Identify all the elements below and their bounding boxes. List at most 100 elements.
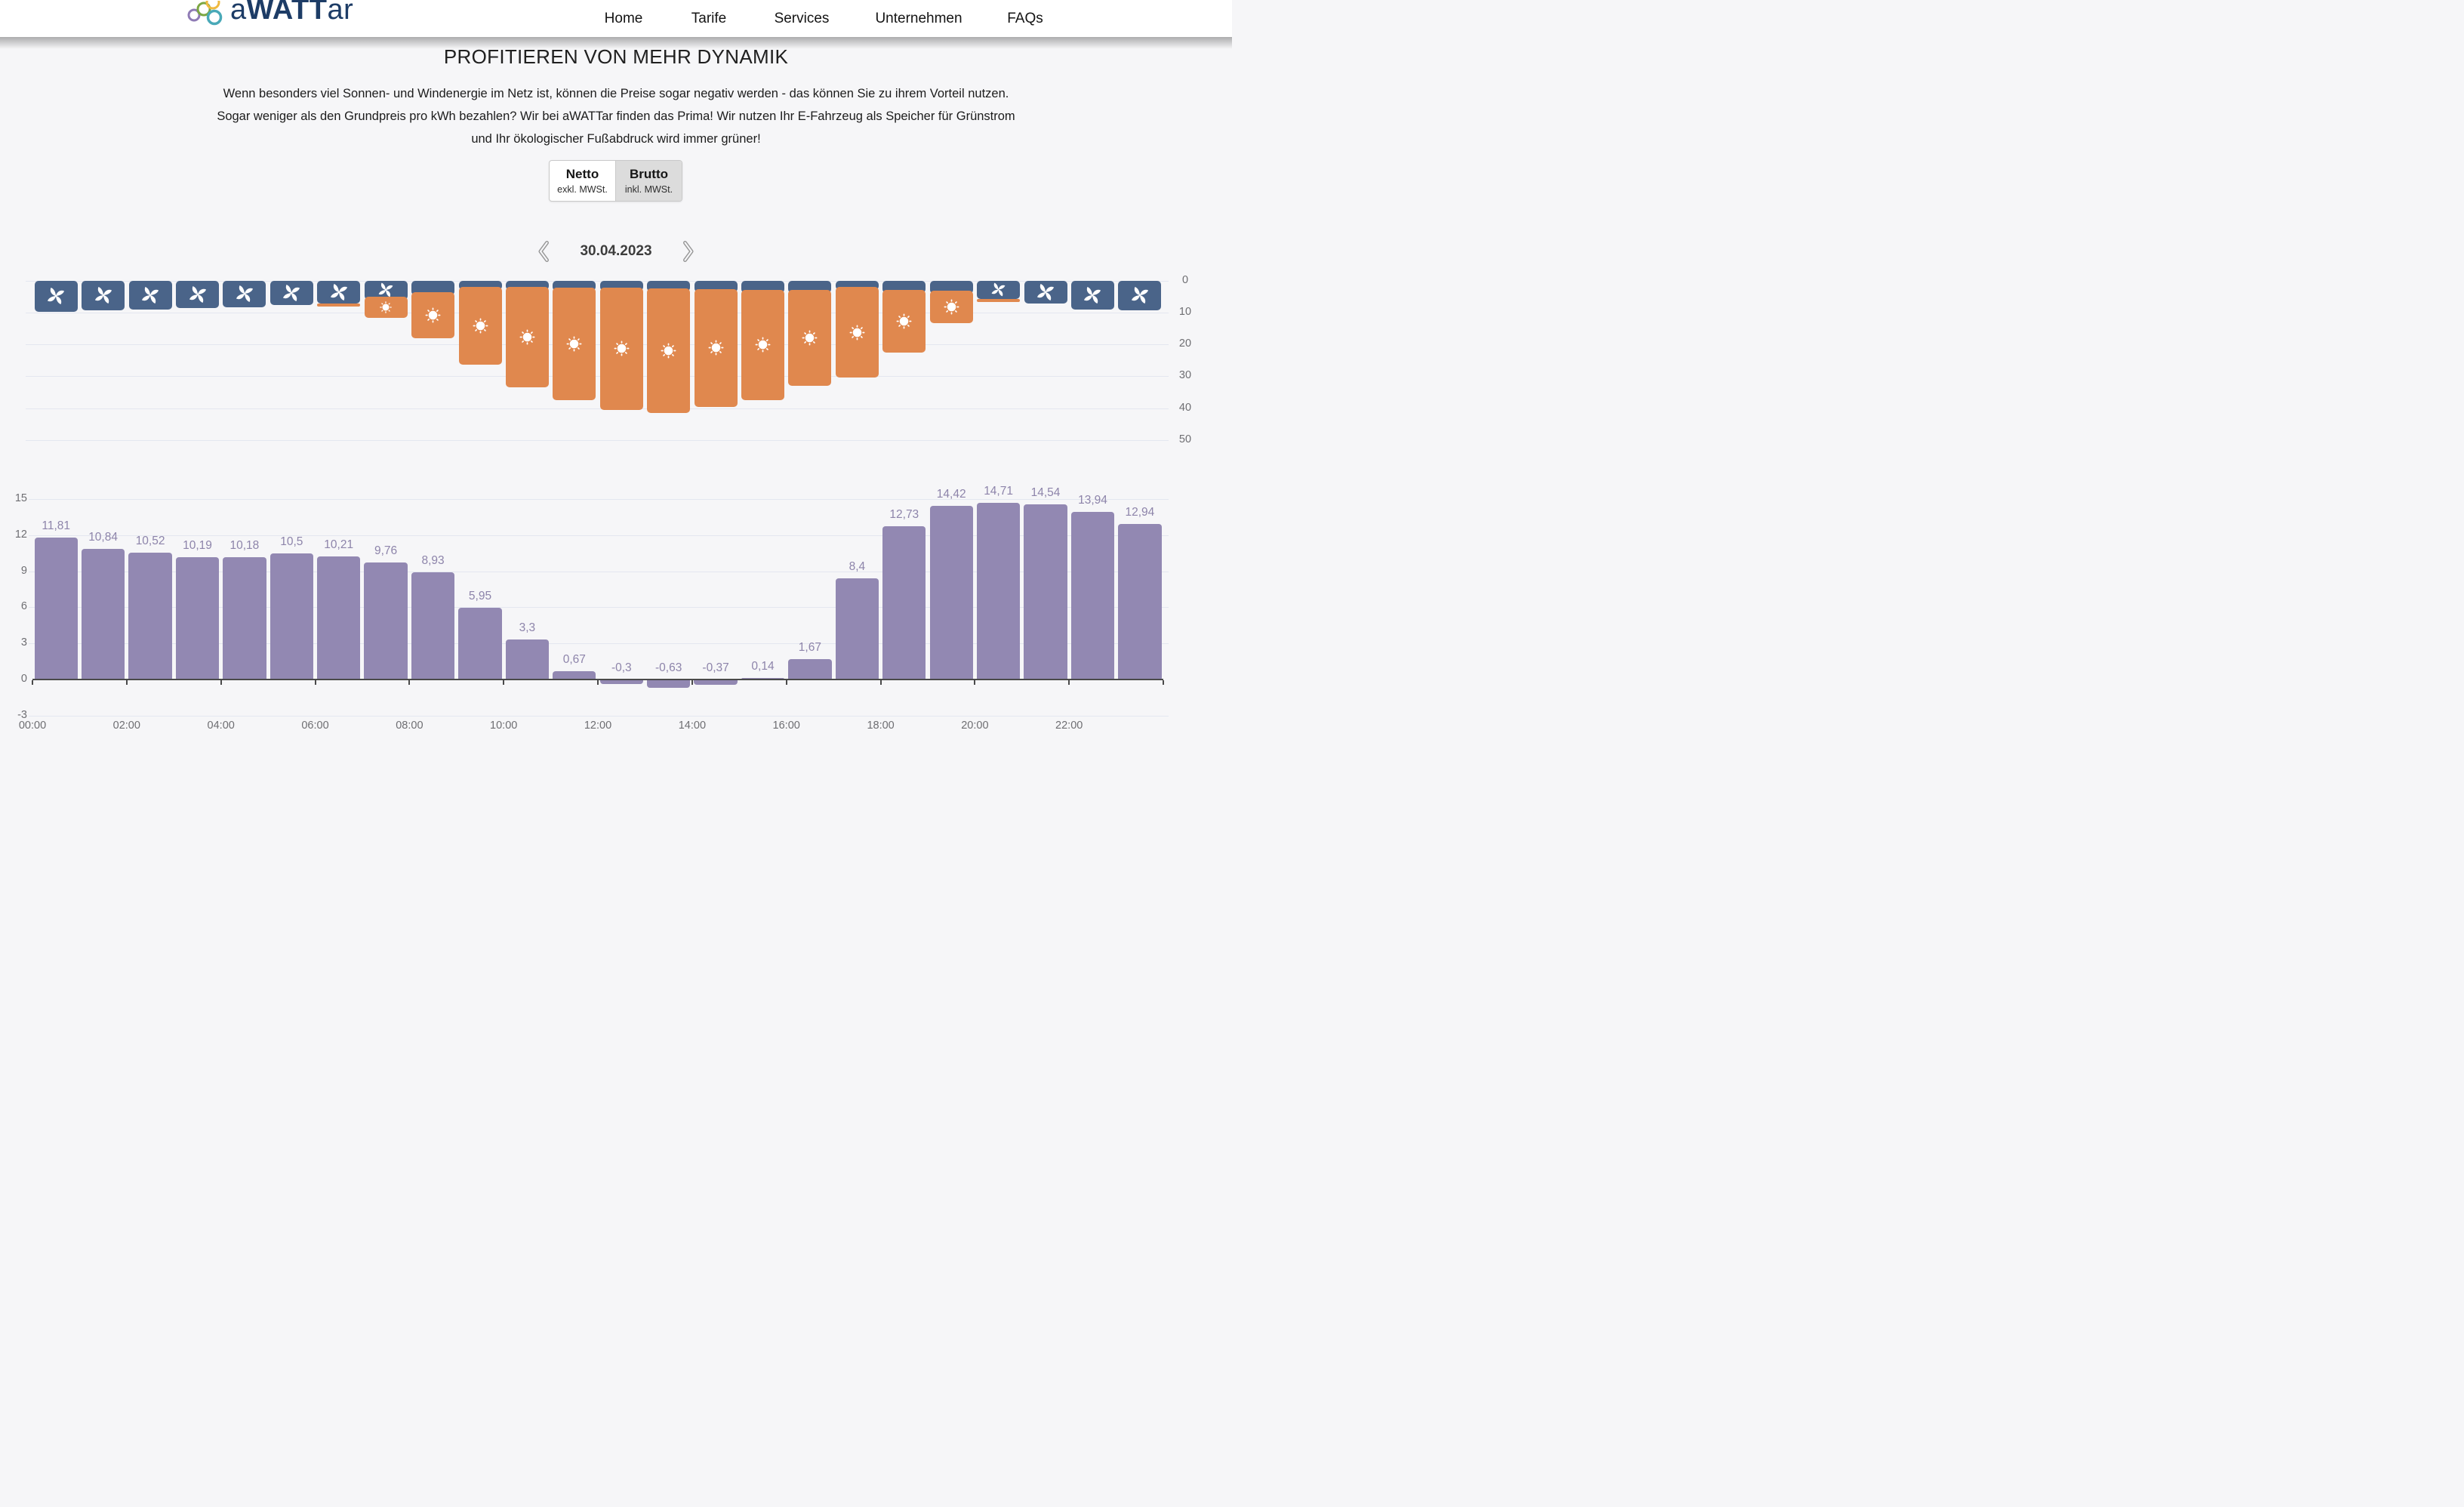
price-gridline [29, 499, 1169, 500]
wind-turbine-icon [1084, 286, 1101, 304]
sun-icon [755, 337, 771, 353]
weather-axis-label: 10 [1178, 305, 1192, 318]
price-bar[interactable] [1024, 504, 1067, 680]
price-bar[interactable] [1118, 523, 1162, 680]
price-bar[interactable] [976, 502, 1021, 680]
solar-segment[interactable] [882, 289, 926, 353]
vat-option-netto[interactable]: Netto exkl. MWSt. [550, 161, 615, 201]
x-axis-tick [597, 680, 599, 685]
price-bar-label: 3,3 [519, 621, 536, 635]
nav-item-tarife[interactable]: Tarife [691, 11, 727, 26]
chevron-left-icon [538, 241, 550, 262]
next-day-button[interactable] [679, 240, 696, 263]
weather-gridline [26, 439, 1169, 441]
x-axis-label: 22:00 [1055, 720, 1083, 732]
wind-segment[interactable] [882, 280, 926, 293]
price-bar[interactable] [128, 553, 172, 680]
wind-segment[interactable] [1118, 280, 1162, 311]
wind-turbine-icon [189, 285, 206, 303]
sun-icon [519, 329, 535, 345]
wind-turbine-icon [94, 287, 112, 304]
price-bar[interactable] [458, 608, 502, 680]
price-bar[interactable] [270, 553, 313, 680]
price-axis-label: 3 [20, 636, 27, 649]
nav-item-faqs[interactable]: FAQs [1007, 11, 1043, 26]
x-axis-label: 18:00 [867, 720, 895, 732]
solar-segment[interactable] [929, 291, 973, 324]
wind-segment[interactable] [270, 280, 313, 305]
solar-segment[interactable] [741, 289, 784, 400]
solar-segment[interactable] [599, 288, 643, 410]
price-bar[interactable] [788, 659, 832, 680]
price-bar-label: -0,37 [702, 661, 729, 674]
weather-chart: 0 10 20 30 40 50 [0, 0, 1232, 754]
wind-segment[interactable] [82, 280, 125, 311]
intro-line: Sogar weniger als den Grundpreis pro kWh… [217, 109, 1015, 123]
x-axis-label: 20:00 [961, 720, 989, 732]
solar-segment[interactable] [317, 303, 361, 307]
price-bar[interactable] [694, 680, 738, 685]
wind-segment[interactable] [317, 280, 361, 304]
sun-icon [473, 318, 488, 334]
vat-option-brutto[interactable]: Brutto inkl. MWSt. [615, 161, 682, 201]
solar-segment[interactable] [458, 287, 502, 365]
price-bar[interactable] [317, 556, 361, 680]
price-bar[interactable] [882, 526, 926, 680]
price-bar[interactable] [81, 549, 125, 680]
solar-segment[interactable] [694, 288, 738, 407]
wind-segment[interactable] [788, 280, 832, 294]
price-bar[interactable] [599, 680, 643, 684]
wind-segment[interactable] [128, 280, 172, 310]
price-bar[interactable] [411, 572, 455, 680]
wind-segment[interactable] [34, 280, 78, 313]
solar-segment[interactable] [364, 297, 408, 319]
x-axis-label: 10:00 [490, 720, 518, 732]
wind-segment[interactable] [176, 280, 219, 309]
price-bar[interactable] [175, 556, 220, 680]
price-bar[interactable] [364, 562, 408, 680]
solar-segment[interactable] [835, 287, 879, 378]
price-gridline [29, 607, 1169, 609]
solar-segment[interactable] [788, 290, 832, 386]
price-bar-label: 1,67 [798, 641, 821, 655]
price-bar-label: 11,81 [42, 519, 70, 532]
price-bar-label: 14,42 [936, 488, 966, 501]
wind-turbine-icon [330, 283, 347, 300]
price-bar-label: 10,84 [88, 531, 118, 544]
solar-segment[interactable] [505, 287, 549, 387]
wind-turbine-icon [1036, 283, 1055, 300]
price-bar[interactable] [835, 578, 879, 680]
wind-segment[interactable] [741, 280, 784, 293]
wind-segment[interactable] [223, 280, 266, 307]
solar-segment[interactable] [647, 288, 691, 413]
price-bar[interactable] [223, 556, 266, 680]
wind-segment[interactable] [1024, 280, 1067, 304]
price-bar[interactable] [1070, 511, 1115, 680]
wind-segment[interactable] [411, 280, 455, 295]
date-navigation: 30.04.2023 [0, 240, 1232, 263]
x-axis-label: 06:00 [301, 720, 329, 732]
nav-item-unternehmen[interactable]: Unternehmen [875, 11, 962, 26]
price-bar[interactable] [647, 680, 691, 688]
price-bar[interactable] [34, 537, 78, 680]
nav-item-home[interactable]: Home [604, 11, 643, 26]
prev-day-button[interactable] [536, 240, 553, 263]
current-date: 30.04.2023 [580, 243, 652, 259]
wind-segment[interactable] [929, 280, 973, 294]
solar-segment[interactable] [411, 291, 455, 338]
wind-segment[interactable] [977, 280, 1021, 299]
solar-segment[interactable] [977, 299, 1021, 302]
wind-segment[interactable] [1070, 280, 1114, 310]
price-bar[interactable] [929, 506, 973, 680]
price-bar-label: 14,54 [1030, 486, 1061, 500]
logo-text[interactable]: aWATTar [230, 0, 354, 26]
weather-axis-label: 30 [1178, 369, 1192, 382]
price-bar[interactable] [505, 639, 550, 680]
nav-item-services[interactable]: Services [774, 11, 830, 26]
wind-segment[interactable] [364, 280, 408, 300]
price-bar[interactable] [741, 677, 785, 680]
solar-segment[interactable] [553, 288, 596, 400]
price-bar[interactable] [553, 671, 596, 680]
price-chart: 15 12 9 6 3 0 -3 11,81 10,84 10,52 10,19 10,18 10,5 1… [0, 0, 1232, 754]
x-axis-label: 12:00 [584, 720, 612, 732]
